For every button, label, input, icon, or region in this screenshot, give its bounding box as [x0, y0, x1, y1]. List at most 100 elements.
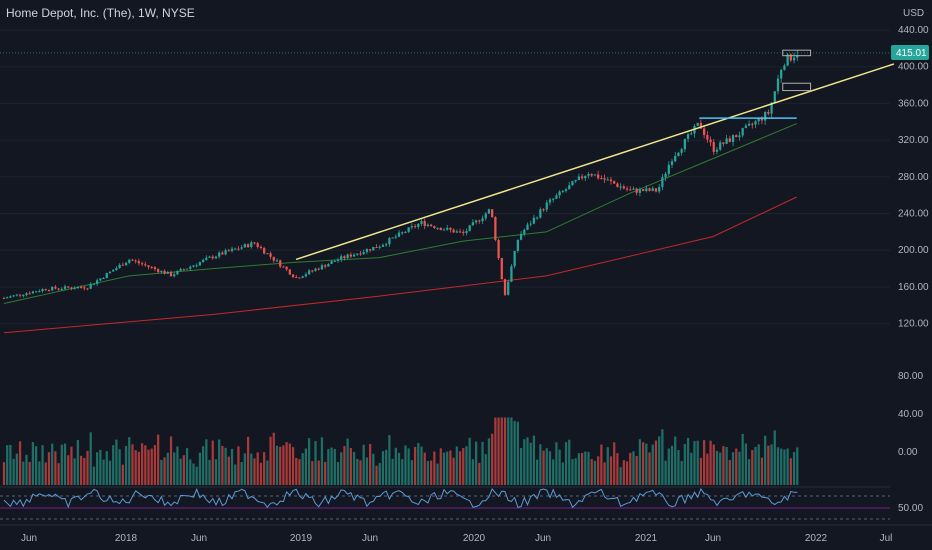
volume-bar: [182, 455, 185, 485]
volume-bar: [147, 449, 150, 485]
time-axis[interactable]: Jun 2018 Jun 2019 Jun 2020 Jun 2021 Jun 2022 Jul: [0, 524, 932, 544]
candle-body: [744, 125, 748, 129]
candle-body: [423, 221, 426, 227]
volume-bar: [481, 441, 484, 485]
volume-bar: [783, 449, 786, 485]
volume-bar: [658, 436, 661, 485]
candle-body: [92, 283, 96, 285]
volume-bar: [253, 458, 256, 485]
candle-body: [263, 248, 266, 254]
volume-bar: [259, 462, 263, 485]
candle-body: [63, 286, 67, 289]
price-tick-label: 280.00: [898, 172, 929, 183]
candle-body: [153, 267, 157, 270]
candle-body: [780, 69, 783, 79]
volume-bar: [15, 453, 18, 485]
volume-bar: [590, 459, 593, 485]
volume-bar: [597, 456, 600, 485]
currency-label[interactable]: USD: [903, 8, 924, 19]
volume-bar: [185, 448, 189, 485]
volume-bar: [497, 417, 500, 485]
volume-bar: [256, 452, 259, 485]
volume-bar: [352, 452, 356, 485]
chart-title: Home Depot, Inc. (The), 1W, NYSE: [6, 6, 195, 20]
volume-bar: [770, 444, 773, 485]
volume-bar: [699, 457, 703, 485]
volume-bar: [205, 439, 208, 485]
candle-body: [735, 135, 738, 138]
volume-bar: [314, 441, 317, 485]
candle-body: [667, 164, 670, 174]
volume-bar: [561, 462, 564, 485]
volume-bar: [484, 454, 487, 485]
price-axis[interactable]: 440.00 400.00 360.00 320.00 280.00 240.00 200.…: [891, 25, 929, 514]
candle-body: [542, 209, 545, 211]
volume-bar: [92, 466, 96, 485]
candle-body: [417, 223, 420, 227]
volume-bars: [2, 417, 799, 485]
price-candles[interactable]: [2, 50, 799, 299]
volume-bar: [18, 441, 22, 485]
candle-body: [603, 178, 606, 180]
candle-body: [635, 188, 638, 193]
candle-body: [121, 264, 124, 266]
volume-bar: [616, 453, 619, 485]
candle-body: [571, 181, 574, 186]
volume-bar: [609, 456, 613, 485]
volume-bar: [60, 444, 63, 485]
candle-body: [510, 266, 513, 282]
volume-bar: [494, 417, 497, 485]
volume-bar: [491, 433, 494, 485]
candle-body: [31, 291, 35, 294]
candle-body: [497, 239, 500, 259]
drawings-overlay[interactable]: [295, 49, 895, 261]
time-tick-label: 2022: [805, 533, 828, 544]
volume-bar: [738, 451, 741, 485]
volume-bar: [446, 451, 449, 485]
volume-bar: [552, 459, 555, 485]
volume-bar: [317, 460, 320, 485]
rsi-tick-label: 50.00: [898, 503, 923, 514]
volume-bar: [385, 449, 388, 485]
candle-body: [246, 244, 250, 248]
candle-body: [115, 268, 118, 271]
candle-body: [38, 291, 41, 293]
candle-body: [22, 295, 25, 297]
time-tick-label: Jun: [21, 533, 37, 544]
candle-body: [221, 252, 224, 255]
volume-bar: [706, 453, 709, 485]
volume-bar: [757, 444, 760, 485]
candle-body: [166, 272, 169, 274]
volume-bar: [2, 462, 6, 485]
volume-bar: [719, 452, 722, 485]
volume-bar: [12, 458, 15, 485]
volume-tick-label: 80.00: [898, 371, 923, 382]
candle-body: [124, 262, 128, 266]
volume-bar: [22, 461, 25, 485]
volume-bar: [301, 453, 304, 485]
candle-body: [455, 231, 458, 233]
candle-body: [632, 188, 635, 190]
volume-bar: [295, 457, 298, 485]
time-tick-label: Jul: [880, 533, 893, 544]
candle-body: [253, 242, 256, 244]
volume-bar: [115, 439, 118, 485]
candle-body: [285, 266, 288, 270]
candle-body: [381, 244, 385, 247]
candle-body: [243, 244, 246, 248]
price-tick-label: 320.00: [898, 135, 929, 146]
candle-body: [298, 277, 301, 279]
volume-bar: [272, 432, 275, 485]
volume-tick-label: 40.00: [898, 409, 923, 420]
candle-body: [67, 286, 70, 288]
volume-bar: [275, 445, 279, 485]
candle-body: [18, 294, 22, 296]
volume-bar: [764, 435, 767, 485]
candle-body: [291, 274, 295, 278]
volume-bar: [346, 438, 349, 485]
candle-body: [439, 227, 442, 231]
volume-bar: [709, 440, 712, 485]
candle-body: [388, 238, 391, 245]
candle-body: [282, 266, 285, 268]
